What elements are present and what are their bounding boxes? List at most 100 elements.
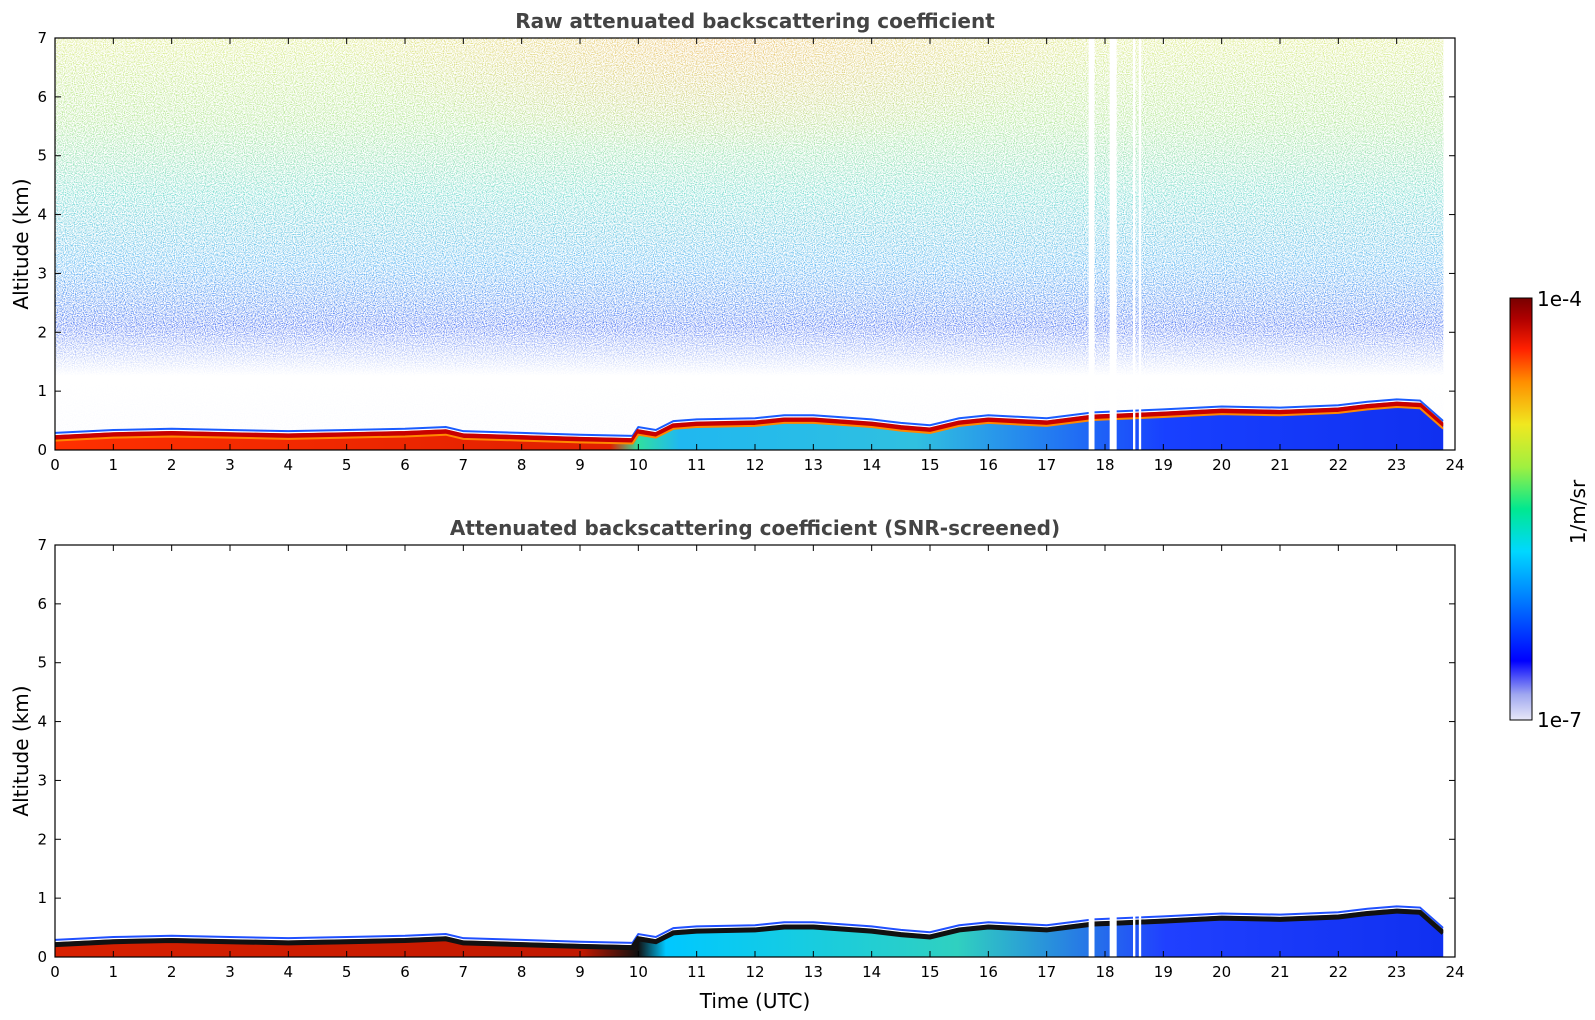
x-tick-label: 21 <box>1270 963 1289 981</box>
x-tick-label: 8 <box>517 963 527 981</box>
x-tick-label: 7 <box>459 456 469 474</box>
x-tick-label: 20 <box>1212 963 1231 981</box>
x-tick-label: 2 <box>167 963 177 981</box>
y-tick-label: 0 <box>37 441 47 459</box>
colorbar-min-label: 1e-7 <box>1537 708 1582 732</box>
y-tick-label: 7 <box>37 536 47 554</box>
data-gap <box>1133 912 1136 957</box>
bottom-heatmap <box>55 545 1455 957</box>
x-tick-label: 13 <box>804 963 823 981</box>
bottom-panel-title: Attenuated backscattering coefficient (S… <box>450 516 1060 540</box>
y-tick-label: 1 <box>37 889 47 907</box>
x-tick-label: 9 <box>575 963 585 981</box>
x-tick-label: 12 <box>745 456 764 474</box>
x-tick-label: 23 <box>1387 963 1406 981</box>
x-tick-label: 0 <box>50 963 60 981</box>
y-tick-label: 4 <box>37 713 47 731</box>
x-tick-label: 12 <box>745 963 764 981</box>
boundary-layer-top-line-inner <box>55 406 1444 445</box>
data-gap <box>1109 38 1117 450</box>
top-x-ticks: 0 1 2 3 4 5 6 7 8 9 10 11 12 13 14 15 16 17 18 19 20 21 22 23 24 <box>50 38 1465 474</box>
y-tick-label: 7 <box>37 29 47 47</box>
x-tick-label: 21 <box>1270 456 1289 474</box>
boundary-layer-top-line <box>55 401 1445 444</box>
y-tick-label: 2 <box>37 830 47 848</box>
x-tick-label: 20 <box>1212 456 1231 474</box>
x-tick-label: 22 <box>1329 456 1348 474</box>
bottom-x-ticks: 0 1 2 3 4 5 6 7 8 9 10 11 12 13 14 15 16 17 18 19 20 21 22 23 24 <box>50 545 1465 981</box>
y-tick-label: 1 <box>37 382 47 400</box>
x-tick-label: 10 <box>629 963 648 981</box>
data-gap <box>1109 912 1117 957</box>
x-tick-label: 14 <box>862 456 881 474</box>
x-tick-label: 4 <box>284 456 294 474</box>
x-tick-label: 4 <box>284 963 294 981</box>
x-tick-label: 23 <box>1387 456 1406 474</box>
x-tick-label: 24 <box>1445 456 1464 474</box>
colorbar <box>1509 297 1533 721</box>
no-data-region <box>1443 38 1455 450</box>
top-boundary-layer <box>55 398 1445 450</box>
bottom-y-axis-label: Altitude (km) <box>9 685 33 816</box>
bottom-boundary-layer <box>55 905 1445 957</box>
x-tick-label: 13 <box>804 456 823 474</box>
boundary-layer-fringe <box>55 398 1444 437</box>
y-tick-label: 0 <box>37 948 47 966</box>
x-tick-label: 1 <box>109 963 119 981</box>
x-tick-label: 15 <box>920 963 939 981</box>
bottom-data-gaps <box>1088 545 1455 957</box>
y-tick-label: 3 <box>37 771 47 789</box>
data-gap <box>1088 912 1095 957</box>
x-tick-label: 14 <box>862 963 881 981</box>
colorbar-max-label: 1e-4 <box>1537 287 1582 311</box>
top-data-gaps <box>1088 38 1455 450</box>
top-y-ticks: 0 1 2 3 4 5 6 7 <box>37 29 1455 459</box>
x-tick-label: 6 <box>400 456 410 474</box>
data-gap <box>1133 38 1136 450</box>
y-tick-label: 6 <box>37 595 47 613</box>
x-tick-label: 11 <box>687 963 706 981</box>
x-tick-label: 17 <box>1037 963 1056 981</box>
top-heatmap <box>55 38 1455 450</box>
boundary-layer-fringe <box>55 905 1444 944</box>
x-tick-label: 7 <box>459 963 469 981</box>
data-gap <box>1138 912 1142 957</box>
x-tick-label: 10 <box>629 456 648 474</box>
y-tick-label: 2 <box>37 323 47 341</box>
bottom-y-ticks: 0 1 2 3 4 5 6 7 <box>37 536 1455 966</box>
y-tick-label: 3 <box>37 264 47 282</box>
x-tick-label: 6 <box>400 963 410 981</box>
boundary-layer-top-line <box>55 908 1445 951</box>
x-tick-label: 2 <box>167 456 177 474</box>
x-tick-label: 5 <box>342 963 352 981</box>
x-tick-label: 0 <box>50 456 60 474</box>
top-panel-title: Raw attenuated backscattering coefficien… <box>515 9 995 33</box>
data-gap <box>1088 38 1095 450</box>
x-tick-label: 22 <box>1329 963 1348 981</box>
x-tick-label: 16 <box>979 963 998 981</box>
y-tick-label: 5 <box>37 654 47 672</box>
x-tick-label: 18 <box>1095 963 1114 981</box>
x-tick-label: 8 <box>517 456 527 474</box>
y-tick-label: 5 <box>37 147 47 165</box>
y-tick-label: 6 <box>37 88 47 106</box>
x-tick-label: 17 <box>1037 456 1056 474</box>
x-tick-label: 3 <box>225 456 235 474</box>
x-tick-label: 19 <box>1154 456 1173 474</box>
boundary-layer-fill <box>55 908 1444 957</box>
x-tick-label: 1 <box>109 456 119 474</box>
x-tick-label: 18 <box>1095 456 1114 474</box>
x-tick-label: 9 <box>575 456 585 474</box>
no-data-region <box>1443 545 1455 957</box>
y-tick-label: 4 <box>37 206 47 224</box>
x-tick-label: 19 <box>1154 963 1173 981</box>
x-axis-label: Time (UTC) <box>699 989 811 1013</box>
x-tick-label: 3 <box>225 963 235 981</box>
top-y-axis-label: Altitude (km) <box>9 178 33 309</box>
x-tick-label: 5 <box>342 456 352 474</box>
x-tick-label: 15 <box>920 456 939 474</box>
x-tick-label: 24 <box>1445 963 1464 981</box>
x-tick-label: 16 <box>979 456 998 474</box>
x-tick-label: 11 <box>687 456 706 474</box>
